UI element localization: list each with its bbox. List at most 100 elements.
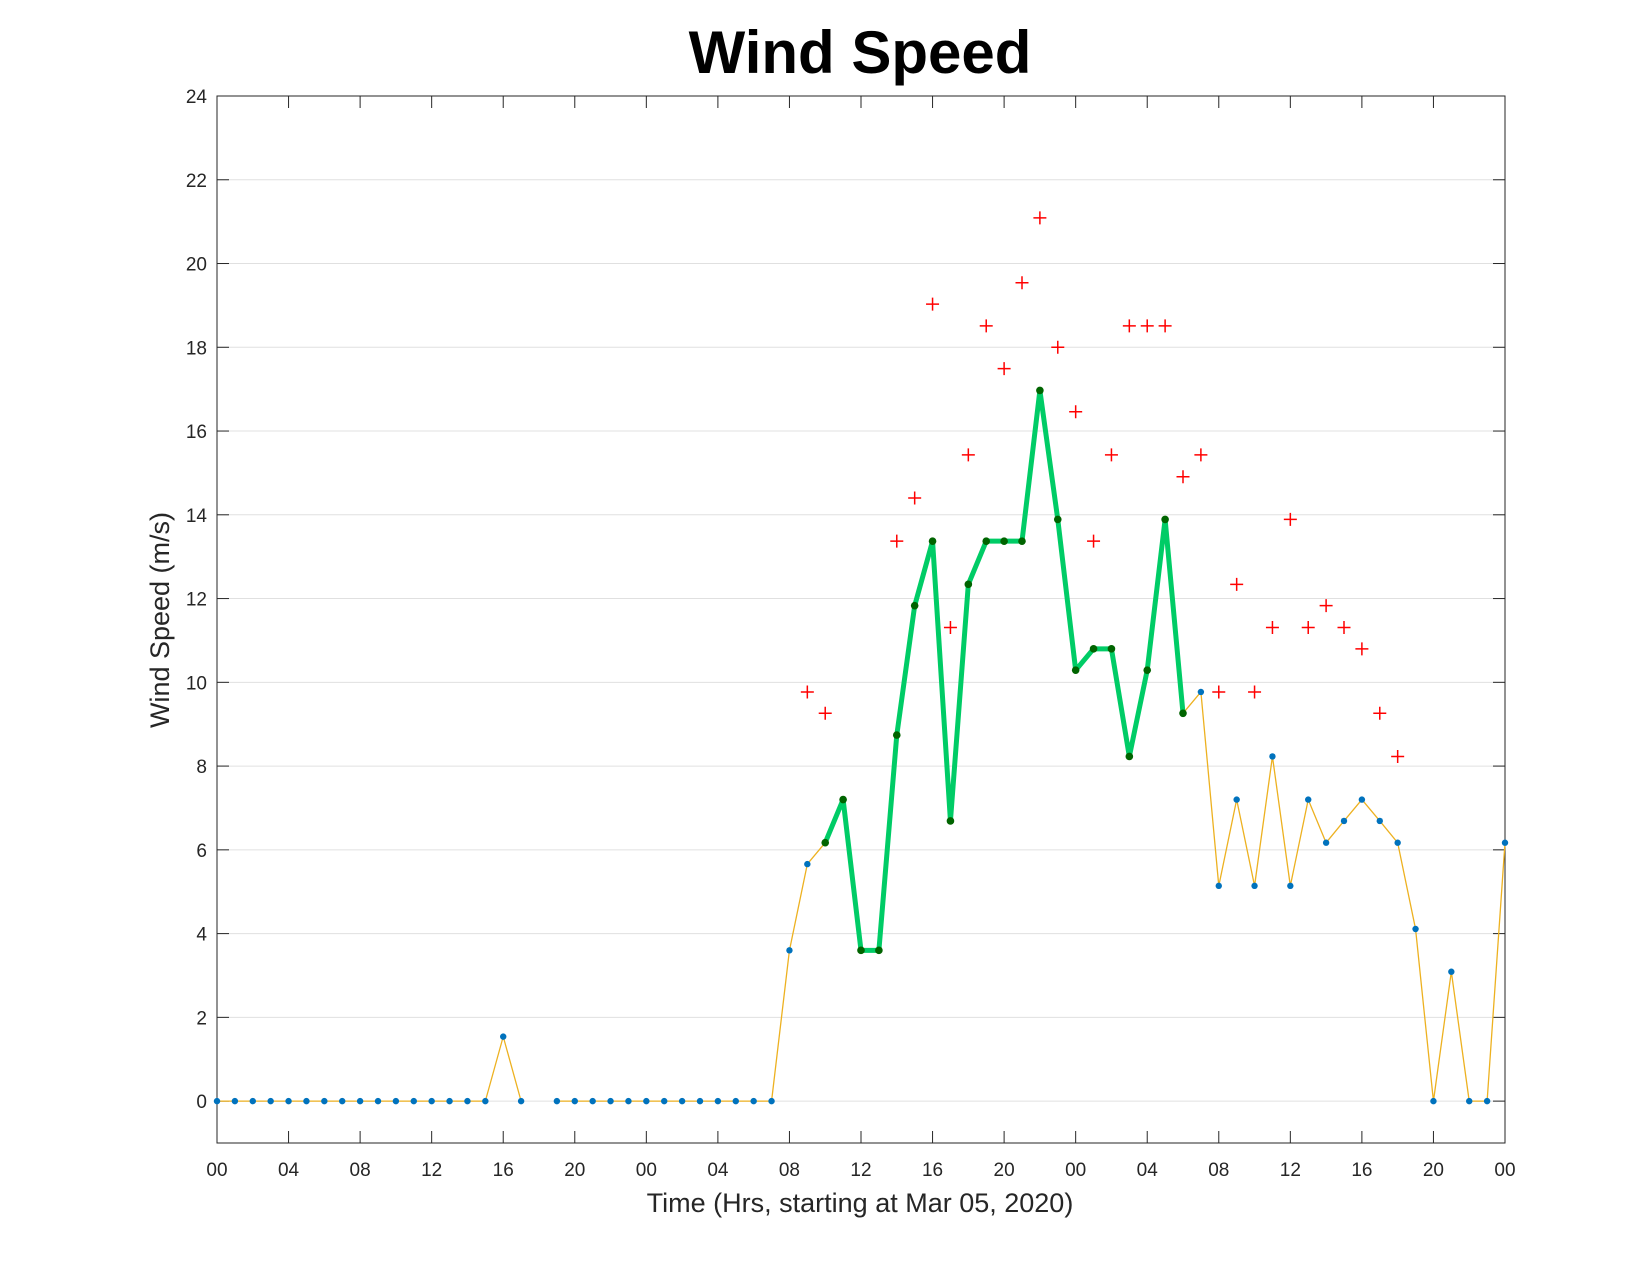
x-tick-label: 12: [850, 1160, 871, 1181]
wind-speed-point: [1215, 882, 1222, 890]
y-tick-label: 18: [186, 338, 207, 359]
wind-speed-point: [643, 1097, 650, 1105]
gust-marker: [1104, 448, 1118, 462]
gust-marker: [1176, 470, 1190, 484]
wind-speed-point: [1305, 796, 1312, 803]
y-tick-label: 4: [196, 925, 207, 946]
wind-speed-point: [750, 1097, 757, 1105]
y-tick-label: 14: [186, 506, 208, 527]
wind-speed-point: [661, 1097, 668, 1105]
gust-marker: [1301, 620, 1315, 634]
highlight-point: [964, 580, 973, 589]
gust-marker: [890, 534, 904, 548]
wind-speed-point: [553, 1097, 561, 1105]
wind-speed-point: [1501, 839, 1509, 846]
highlight-point: [1143, 666, 1152, 674]
wind-speed-point: [1448, 968, 1455, 975]
wind-speed-line-segment: [217, 1035, 522, 1102]
highlight-point: [1000, 537, 1008, 545]
gust-marker: [997, 362, 1011, 376]
gust-marker: [1087, 534, 1101, 548]
chart-title: Wind Speed: [689, 19, 1032, 86]
x-tick-label: 08: [350, 1160, 371, 1181]
gust-marker: [1140, 319, 1154, 333]
x-axis-title: Time (Hrs, starting at Mar 05, 2020): [647, 1188, 1074, 1218]
wind-speed-point: [285, 1097, 292, 1105]
highlight-point: [910, 601, 919, 610]
highlight-point: [946, 817, 955, 825]
wind-speed-point: [500, 1033, 507, 1040]
wind-speed-point: [1412, 925, 1419, 933]
gust-marker: [908, 491, 922, 505]
wind-speed-point: [1269, 753, 1276, 760]
wind-speed-line-segment: [556, 389, 1506, 1102]
wind-speed-point: [625, 1097, 632, 1105]
x-tick-label: 00: [1065, 1160, 1086, 1181]
highlight-series: [821, 386, 1187, 955]
x-tick-label: 12: [1280, 1160, 1301, 1181]
gust-marker: [1337, 620, 1351, 634]
wind-speed-point: [714, 1097, 722, 1105]
wind-speed-point: [589, 1097, 596, 1105]
x-tick-label: 04: [1137, 1160, 1159, 1181]
y-tick-label: 10: [186, 673, 207, 694]
gust-marker: [1194, 448, 1208, 462]
y-tick-label: 0: [196, 1092, 207, 1113]
x-tick-label: 16: [922, 1160, 943, 1181]
gust-marker: [1051, 340, 1065, 354]
highlight-point: [1018, 537, 1026, 545]
wind-speed-point: [392, 1097, 400, 1105]
x-tick-label: 20: [1423, 1160, 1444, 1181]
wind-speed-point: [1466, 1097, 1473, 1105]
highlight-point: [928, 537, 937, 545]
x-tick-label: 20: [994, 1160, 1015, 1181]
gust-marker: [943, 620, 957, 634]
wind-speed-point: [786, 947, 793, 954]
highlight-point: [1036, 386, 1044, 395]
plot-frame: [216, 95, 1506, 1144]
gust-marker: [1391, 749, 1405, 763]
x-tick-label: 16: [1351, 1160, 1372, 1181]
x-tick-label: 04: [278, 1160, 300, 1181]
wind-speed-point: [1251, 882, 1258, 890]
wind-speed-point: [213, 1097, 221, 1105]
wind-speed-point: [517, 1097, 525, 1105]
gust-marker: [1015, 276, 1029, 290]
wind-speed-point: [231, 1097, 239, 1105]
wind-speed-point: [1197, 688, 1205, 696]
wind-speed-point: [696, 1097, 704, 1105]
gust-marker: [800, 685, 814, 699]
x-tick-label: 16: [493, 1160, 514, 1181]
wind-speed-point: [428, 1097, 435, 1105]
wind-speed-point: [374, 1097, 382, 1105]
y-tick-label: 24: [186, 87, 208, 108]
gust-marker: [1158, 319, 1172, 333]
wind-speed-point: [571, 1097, 578, 1105]
wind-speed-point: [339, 1097, 346, 1105]
y-tick-label: 2: [196, 1008, 207, 1029]
y-tick-label: 22: [186, 171, 207, 192]
highlight-point: [1107, 645, 1116, 653]
wind-speed-point: [1430, 1097, 1437, 1105]
y-tick-label: 6: [196, 841, 207, 862]
highlight-point: [821, 838, 830, 847]
x-tick-label: 00: [206, 1160, 227, 1181]
x-tick-label: 00: [636, 1160, 657, 1181]
x-tick-label: 12: [421, 1160, 442, 1181]
highlight-point: [1089, 645, 1098, 653]
y-tick-label: 12: [186, 590, 207, 611]
wind-speed-point: [482, 1097, 489, 1105]
gust-marker: [1319, 599, 1333, 613]
wind-speed-point: [303, 1097, 310, 1105]
gust-marker: [979, 319, 993, 333]
wind-speed-point: [356, 1097, 364, 1105]
highlight-point: [857, 946, 865, 955]
highlight-line: [822, 387, 1186, 953]
y-axis-title: Wind Speed (m/s): [145, 512, 175, 728]
wind-speed-point: [249, 1097, 256, 1105]
highlight-point: [875, 946, 883, 955]
gust-marker: [1069, 405, 1083, 419]
wind-speed-point: [1233, 796, 1240, 803]
x-tick-label: 08: [779, 1160, 800, 1181]
